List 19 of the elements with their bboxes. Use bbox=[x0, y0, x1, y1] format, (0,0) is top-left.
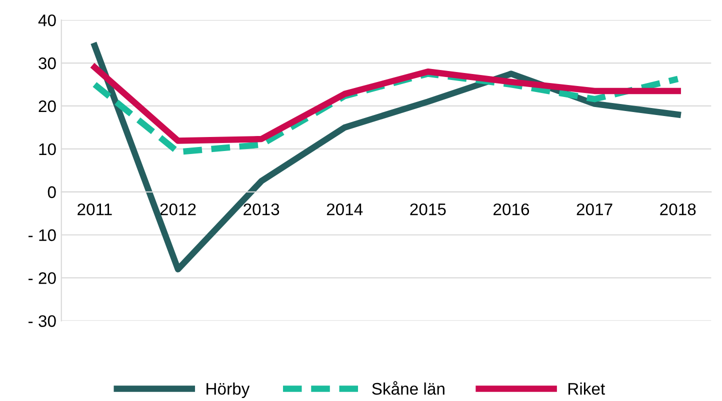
x-tick-label: 2018 bbox=[660, 203, 696, 216]
x-tick-label: 2012 bbox=[160, 203, 196, 216]
legend-label: Hörby bbox=[206, 382, 250, 398]
legend-label: Skåne län bbox=[372, 381, 444, 395]
x-tick-label: 2011 bbox=[78, 203, 112, 216]
x-tick-label: 2014 bbox=[326, 203, 363, 216]
x-tick-label: 2013 bbox=[244, 203, 280, 216]
legend-label: Riket bbox=[568, 382, 605, 395]
x-tick-label: 2015 bbox=[410, 203, 446, 216]
x-tick-label: 2017 bbox=[576, 203, 612, 216]
y-tick-label: 20 bbox=[38, 100, 56, 112]
x-tick-label: 2016 bbox=[494, 203, 530, 216]
y-tick-label: 0 bbox=[48, 186, 56, 198]
y-tick-label: 40 bbox=[38, 14, 56, 26]
y-tick-label: - 10 bbox=[28, 229, 56, 242]
y-tick-label: 30 bbox=[38, 57, 56, 70]
y-tick-label: - 30 bbox=[28, 315, 56, 328]
y-tick-label: - 20 bbox=[28, 272, 56, 284]
y-tick-label: 10 bbox=[39, 143, 56, 156]
